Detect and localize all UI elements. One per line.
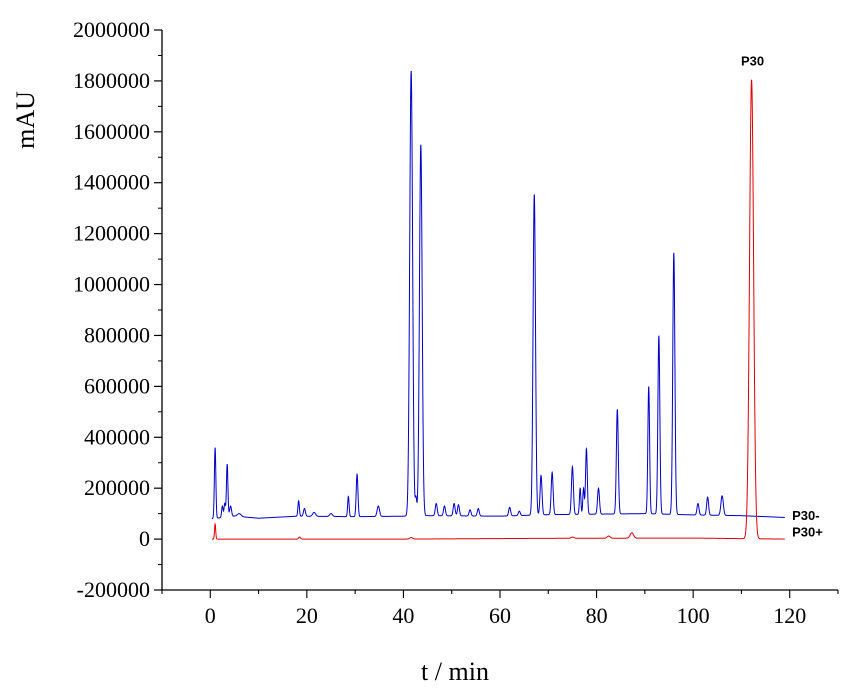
y-axis-title: mAU [11,91,40,149]
axes [161,30,838,591]
x-tick-label: 100 [677,603,710,628]
y-tick-label: 1600000 [73,119,150,144]
y-tick-label: -200000 [77,577,150,602]
y-tick-label: 0 [139,526,150,551]
y-axis-ticks: -200000 0 200000 400000 600000 800000 1000000 1… [73,17,162,602]
series-annotation-label: P30+ [792,524,823,539]
x-tick-label: 20 [296,603,318,628]
y-tick-label: 2000000 [73,17,150,42]
series-line-p30- [211,79,785,540]
x-axis-title: t / min [421,657,489,686]
y-tick-label: 400000 [84,424,150,449]
series-annotation-label: P30 [741,54,764,69]
y-tick-label: 200000 [84,475,150,500]
y-tick-label: 1000000 [73,272,150,297]
y-tick-label: 800000 [84,322,150,347]
series-annotation-label: P30- [792,508,819,523]
y-tick-label: 1200000 [73,221,150,246]
y-tick-label: 1400000 [73,170,150,195]
series-annotations: P30 P30-P30+ [741,54,823,540]
y-tick-label: 600000 [84,373,150,398]
series-line-p30- [211,70,785,520]
x-tick-label: 80 [586,603,608,628]
y-tick-label: 1800000 [73,68,150,93]
x-tick-label: 40 [392,603,414,628]
x-tick-label: 120 [773,603,806,628]
plot-traces [211,70,785,540]
x-tick-label: 60 [489,603,511,628]
x-tick-label: 0 [205,603,216,628]
x-axis-ticks: 0 20 40 60 80 100 120 [161,590,839,628]
